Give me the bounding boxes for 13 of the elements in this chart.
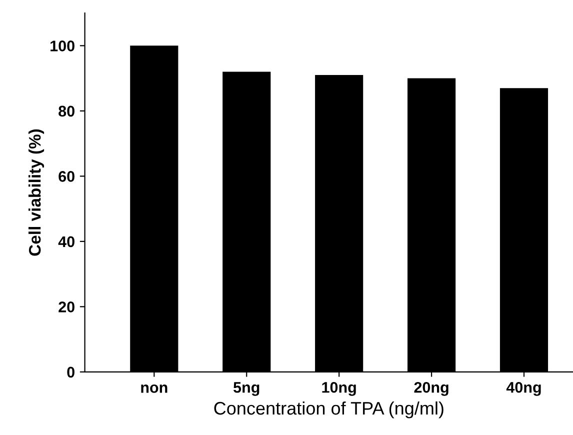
y-tick-label: 80 (58, 106, 74, 117)
y-tick-label: 100 (50, 40, 74, 52)
x-tick-label: 10ng (322, 382, 356, 396)
x-tick-label: 20ng (414, 382, 448, 396)
y-tick-label: 40 (58, 236, 74, 248)
y-tick-label: 60 (58, 171, 74, 182)
y-axis-title: Cell viability (%) (28, 129, 44, 256)
y-tick-label: 0 (67, 366, 74, 378)
x-axis-title: Concentration of TPA (ng/ml) (214, 401, 444, 418)
y-tick-label: 20 (58, 302, 74, 312)
x-tick-label: 5ng (234, 382, 260, 396)
x-tick-label: non (141, 384, 168, 393)
x-tick-label: 40ng (506, 382, 541, 396)
